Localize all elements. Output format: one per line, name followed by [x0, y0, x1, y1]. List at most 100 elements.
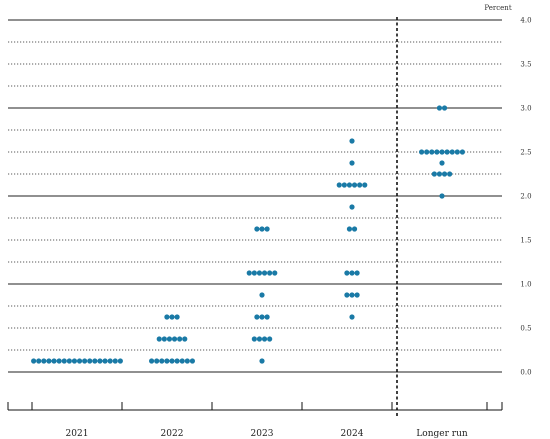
participant-dot: [444, 149, 450, 155]
participant-dot: [419, 149, 425, 155]
participant-dot: [439, 149, 445, 155]
participant-dot: [449, 149, 455, 155]
participant-dot: [254, 226, 260, 232]
participant-dot: [351, 182, 358, 188]
participant-dot: [117, 358, 123, 364]
y-tick-label: 4.0: [520, 17, 531, 25]
participant-dot: [256, 270, 263, 276]
participant-dot: [267, 336, 273, 342]
participant-dot: [251, 336, 257, 342]
participant-dot: [174, 358, 180, 364]
participant-dot: [267, 270, 273, 276]
participant-dot: [349, 160, 355, 166]
participant-dot: [264, 314, 270, 320]
participant-dot: [441, 171, 448, 177]
unit-label: Percent: [484, 4, 511, 12]
y-tick-label: 3.0: [520, 105, 531, 113]
x-axis: [7, 17, 503, 416]
y-tick-label: 0.0: [520, 369, 531, 377]
participant-dot: [251, 270, 257, 276]
participant-dot: [87, 358, 93, 364]
participant-dot: [166, 336, 173, 342]
participant-dot: [97, 358, 103, 364]
y-tick-labels: 0.0 0.5 1.0 1.5 2.0 2.5 3.0 3.5 4.0: [520, 17, 531, 377]
participant-dot: [189, 358, 195, 364]
participant-dot: [66, 358, 72, 364]
x-category-label: 2024: [341, 429, 364, 439]
participant-dot: [182, 336, 188, 342]
participant-dot: [346, 182, 353, 188]
x-category-labels: 2021 2022 2023 2024 Longer run: [66, 429, 468, 439]
participant-dot: [259, 314, 265, 320]
participant-dot: [61, 358, 67, 364]
y-tick-label: 2.5: [520, 149, 531, 157]
participant-dot: [76, 358, 83, 364]
x-category-label: 2023: [251, 429, 274, 439]
participant-dot: [102, 358, 108, 364]
participant-dot: [349, 314, 355, 320]
participant-dot: [436, 171, 443, 177]
participant-dot: [349, 204, 355, 210]
participant-dot: [174, 314, 180, 320]
participant-dot: [436, 105, 443, 111]
participant-dot: [46, 358, 52, 364]
x-category-label: 2022: [161, 429, 184, 439]
participant-dot: [459, 149, 465, 155]
participant-dot: [264, 226, 270, 232]
participant-dot: [439, 160, 445, 166]
participant-dot: [164, 358, 170, 364]
participant-dot: [344, 292, 350, 298]
participant-dot: [51, 358, 57, 364]
participant-dot: [336, 182, 342, 188]
participant-dot: [246, 270, 252, 276]
y-tick-label: 1.5: [520, 237, 531, 245]
participant-dot: [349, 138, 355, 144]
participant-dot: [354, 292, 360, 298]
participant-dot: [362, 182, 368, 188]
participant-dot: [184, 358, 190, 364]
participant-dot: [349, 270, 355, 276]
participant-dot: [261, 270, 268, 276]
y-tick-label: 0.5: [520, 325, 531, 333]
participant-dot: [259, 226, 265, 232]
y-tick-label: 2.0: [520, 193, 531, 201]
participant-dot: [341, 182, 347, 188]
x-category-label: 2021: [66, 429, 89, 439]
participant-dot: [431, 171, 437, 177]
participant-dot: [254, 314, 260, 320]
participant-dot: [82, 358, 88, 364]
participant-dot: [164, 314, 170, 320]
participant-dot: [256, 336, 263, 342]
participant-dot: [447, 171, 453, 177]
participant-dot: [354, 270, 360, 276]
participant-dot: [439, 193, 445, 199]
participant-dot: [272, 270, 278, 276]
participant-dot: [424, 149, 430, 155]
participant-dot: [169, 314, 175, 320]
grid-lines: [8, 19, 502, 373]
participant-dot: [259, 358, 265, 364]
y-tick-label: 3.5: [520, 61, 531, 69]
participant-dot: [261, 336, 268, 342]
participant-dot: [454, 149, 460, 155]
participant-dot: [441, 105, 448, 111]
participant-dot: [159, 358, 165, 364]
participant-dot: [171, 336, 178, 342]
participant-dot: [107, 358, 113, 364]
x-category-label: Longer run: [416, 429, 468, 439]
dots: [31, 105, 465, 364]
participant-dot: [177, 336, 183, 342]
participant-dot: [31, 358, 37, 364]
participant-dot: [434, 149, 440, 155]
participant-dot: [41, 358, 47, 364]
participant-dot: [71, 358, 78, 364]
participant-dot: [344, 270, 350, 276]
participant-dot: [161, 336, 167, 342]
participant-dot: [112, 358, 118, 364]
participant-dot: [149, 358, 155, 364]
participant-dot: [357, 182, 363, 188]
participant-dot: [36, 358, 42, 364]
participant-dot: [56, 358, 62, 364]
participant-dot: [351, 226, 358, 232]
